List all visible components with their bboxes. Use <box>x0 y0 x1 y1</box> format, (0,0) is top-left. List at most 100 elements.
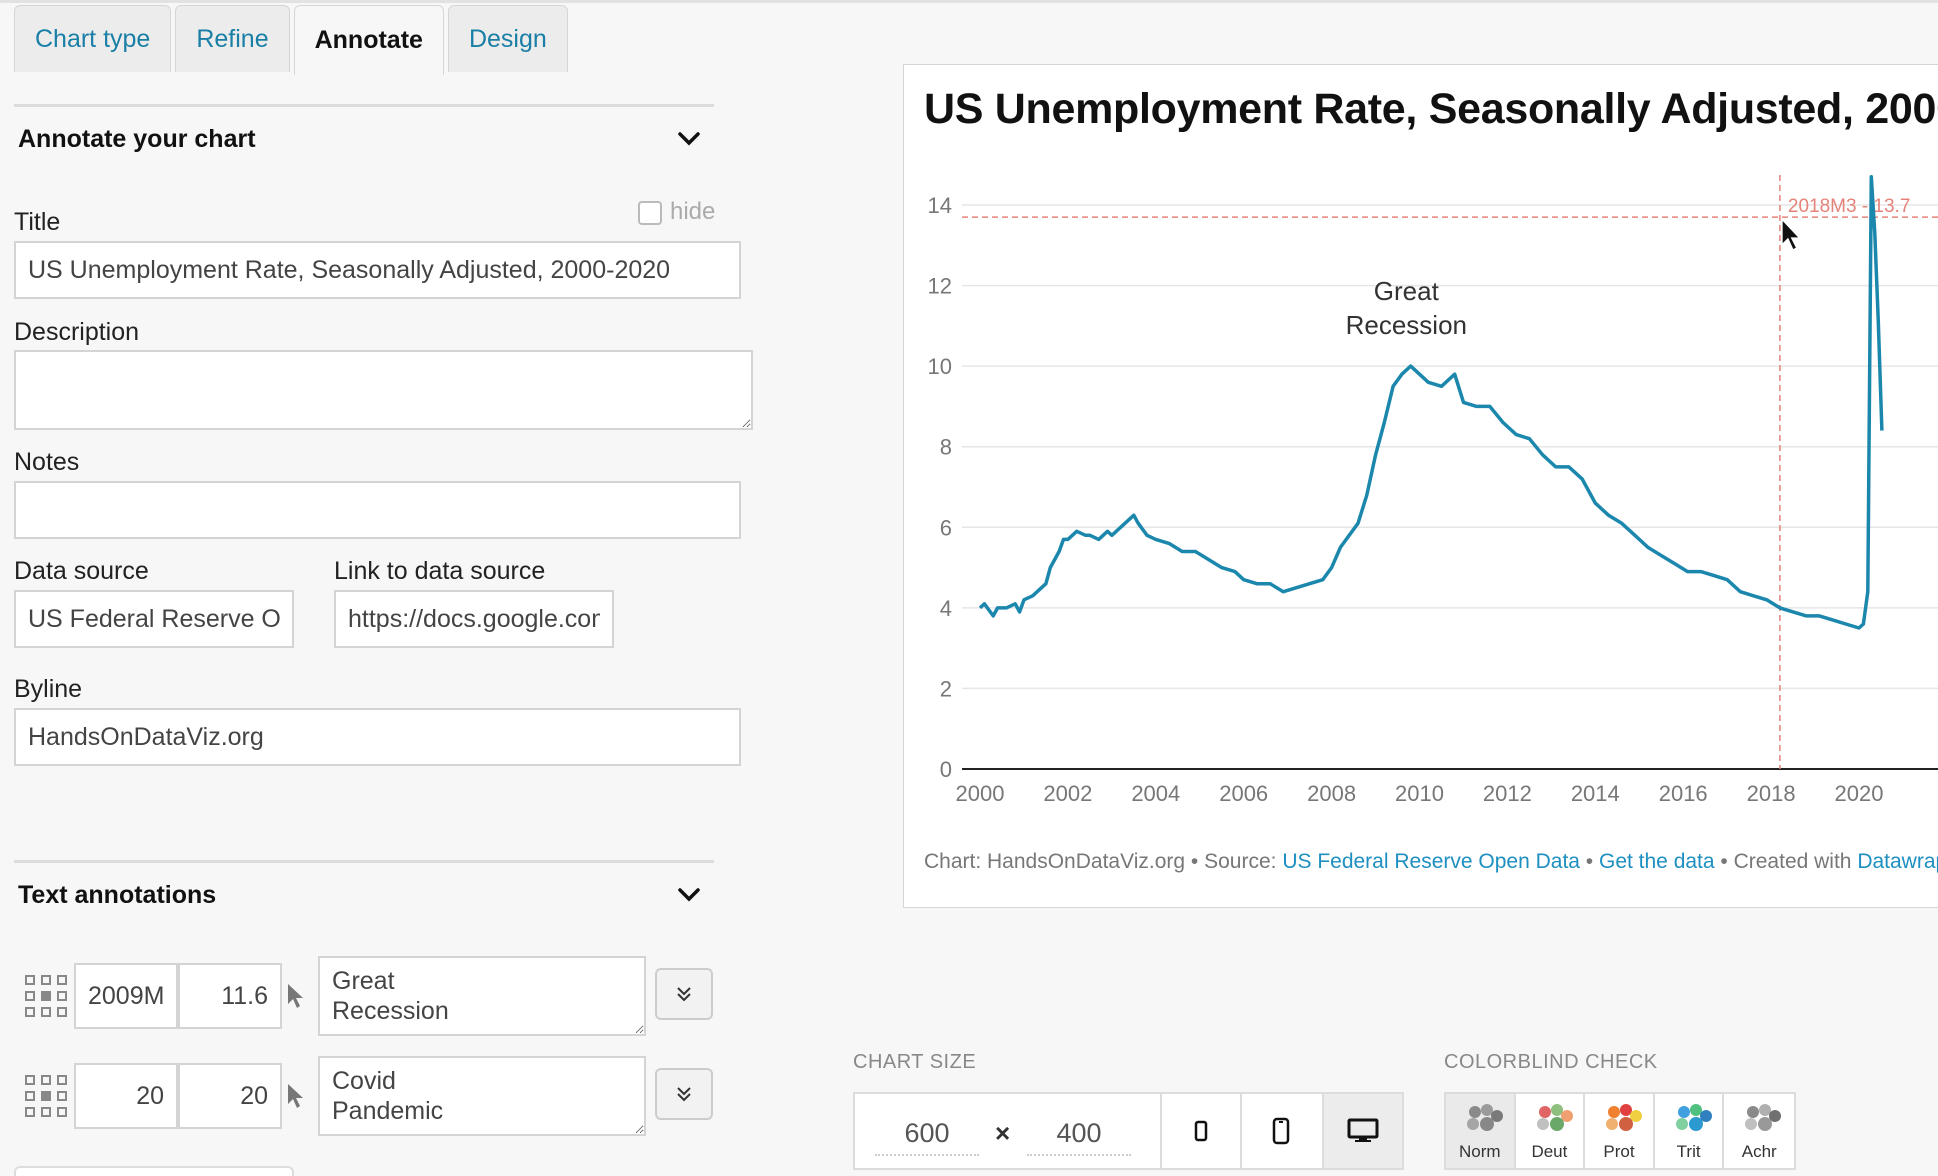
x-tick-label: 2012 <box>1483 781 1532 806</box>
link-to-data-source-input[interactable] <box>334 590 614 648</box>
x-tick-label: 2018 <box>1747 781 1796 806</box>
x-tick-label: 2014 <box>1571 781 1620 806</box>
y-tick-label: 14 <box>928 193 952 218</box>
section-divider <box>14 860 714 863</box>
annotation-options-button[interactable] <box>655 1068 713 1120</box>
chevron-down-icon[interactable] <box>677 883 701 907</box>
y-tick-label: 2 <box>940 676 952 701</box>
notes-input[interactable] <box>14 481 741 539</box>
y-tick-label: 6 <box>940 515 952 540</box>
colorblind-mode-label: Achr <box>1741 1142 1777 1161</box>
move-handle-icon[interactable] <box>23 1073 69 1119</box>
x-tick-label: 2020 <box>1835 781 1884 806</box>
byline-input[interactable] <box>14 708 741 766</box>
colorblind-mode-label: Norm <box>1459 1142 1501 1161</box>
mobile-small-size-button[interactable] <box>1160 1094 1240 1168</box>
colorblind-mode-label: Deut <box>1531 1142 1568 1161</box>
chart-footer: Chart: HandsOnDataViz.org • Source: US F… <box>924 850 1938 874</box>
x-tick-label: 2010 <box>1395 781 1444 806</box>
footer-prefix: Chart: HandsOnDataViz.org • Source: <box>924 850 1283 873</box>
series-line-unemployment-rate <box>978 175 1884 630</box>
footer-source-link[interactable]: US Federal Reserve Open Data <box>1282 850 1580 873</box>
annotation-options-button[interactable] <box>655 968 713 1020</box>
tab-refine[interactable]: Refine <box>175 5 290 72</box>
annotate-section-heading: Annotate your chart <box>18 125 256 153</box>
chart-width-input[interactable] <box>875 1112 979 1156</box>
tab-chart-type[interactable]: Chart type <box>14 5 172 72</box>
desktop-size-button[interactable] <box>1322 1094 1402 1168</box>
annotation-great-recession: Great <box>1374 276 1440 306</box>
x-tick-label: 2006 <box>1219 781 1268 806</box>
section-divider <box>14 104 714 107</box>
description-label: Description <box>14 318 140 346</box>
title-label: Title <box>14 208 61 236</box>
double-chevron-down-icon <box>677 1087 691 1102</box>
chevron-down-icon[interactable] <box>677 127 701 151</box>
annotation-y-input[interactable] <box>178 1063 282 1129</box>
colorblind-trit-button[interactable]: Trit <box>1655 1094 1725 1168</box>
colorblind-check-label: COLORBLIND CHECK <box>1444 1051 1658 1073</box>
x-tick-label: 2008 <box>1307 781 1356 806</box>
annotation-y-input[interactable] <box>178 963 282 1029</box>
hover-value-label: 2018M3 - 13.7 <box>1788 196 1911 217</box>
data-source-input[interactable] <box>14 590 294 648</box>
chart-size-control: × <box>853 1092 1404 1170</box>
tab-bar: Chart type Refine Annotate Design <box>14 5 572 75</box>
y-tick-label: 0 <box>940 757 952 782</box>
annotation-great-recession: Recession <box>1346 310 1467 340</box>
desktop-monitor-icon <box>1347 1118 1379 1142</box>
text-annotations-heading: Text annotations <box>18 881 217 909</box>
size-times-sign: × <box>995 1118 1011 1148</box>
notes-label: Notes <box>14 448 80 476</box>
annotation-x-input[interactable] <box>74 963 178 1029</box>
colorblind-norm-button[interactable]: Norm <box>1446 1094 1516 1168</box>
footer-separator: • <box>1579 850 1599 873</box>
color-dots-icon <box>1536 1104 1573 1131</box>
mobile-size-button[interactable] <box>1240 1094 1320 1168</box>
mouse-cursor-icon <box>1781 217 1802 252</box>
cursor-pointer-icon[interactable] <box>286 1082 306 1110</box>
chart-size-label: CHART SIZE <box>853 1051 977 1073</box>
footer-get-data-link[interactable]: Get the data <box>1598 850 1715 873</box>
annotation-x-input[interactable] <box>74 1063 178 1129</box>
footer-created-with: • Created with <box>1714 850 1858 873</box>
color-dots-icon <box>1606 1104 1643 1131</box>
description-textarea[interactable] <box>14 350 753 430</box>
chart-height-input[interactable] <box>1027 1112 1131 1156</box>
data-source-label: Data source <box>14 557 149 585</box>
double-chevron-down-icon <box>677 987 691 1002</box>
color-dots-icon <box>1745 1104 1782 1131</box>
byline-label: Byline <box>14 675 83 703</box>
color-dots-icon <box>1675 1104 1712 1131</box>
colorblind-mode-label: Prot <box>1603 1142 1635 1161</box>
hide-title-label: hide <box>670 198 716 225</box>
color-dots-icon <box>1467 1104 1503 1131</box>
x-tick-label: 2002 <box>1043 781 1092 806</box>
cursor-pointer-icon[interactable] <box>286 982 306 1010</box>
title-input[interactable] <box>14 241 741 299</box>
move-handle-icon[interactable] <box>23 973 69 1019</box>
x-tick-label: 2000 <box>956 781 1005 806</box>
tab-design[interactable]: Design <box>447 5 568 72</box>
top-border <box>0 0 1938 3</box>
y-tick-label: 4 <box>940 596 952 621</box>
link-to-data-source-label: Link to data source <box>334 557 546 585</box>
add-annotation-button[interactable] <box>14 1166 294 1176</box>
colorblind-check-control: Norm Deut Prot Trit Achr <box>1444 1092 1796 1170</box>
line-chart[interactable]: 0 2 4 6 8 10 12 14 2000 2002 2004 2006 2008 2010 2012 2… <box>904 65 1938 908</box>
footer-tool-link[interactable]: Datawrapper <box>1857 850 1938 873</box>
x-tick-label: 2004 <box>1131 781 1180 806</box>
hide-title-checkbox[interactable] <box>638 201 662 225</box>
chart-title: US Unemployment Rate, Seasonally Adjuste… <box>924 85 1938 133</box>
chart-preview: US Unemployment Rate, Seasonally Adjuste… <box>903 64 1938 908</box>
annotation-text-textarea[interactable] <box>318 1056 646 1136</box>
y-tick-label: 10 <box>928 354 952 379</box>
tab-annotate[interactable]: Annotate <box>293 5 444 75</box>
colorblind-achr-button[interactable]: Achr <box>1724 1094 1794 1168</box>
colorblind-prot-button[interactable]: Prot <box>1585 1094 1655 1168</box>
phone-small-icon <box>1194 1120 1208 1142</box>
annotation-text-textarea[interactable] <box>318 956 646 1036</box>
colorblind-deut-button[interactable]: Deut <box>1516 1094 1586 1168</box>
y-tick-label: 12 <box>928 274 952 299</box>
x-tick-label: 2016 <box>1659 781 1708 806</box>
